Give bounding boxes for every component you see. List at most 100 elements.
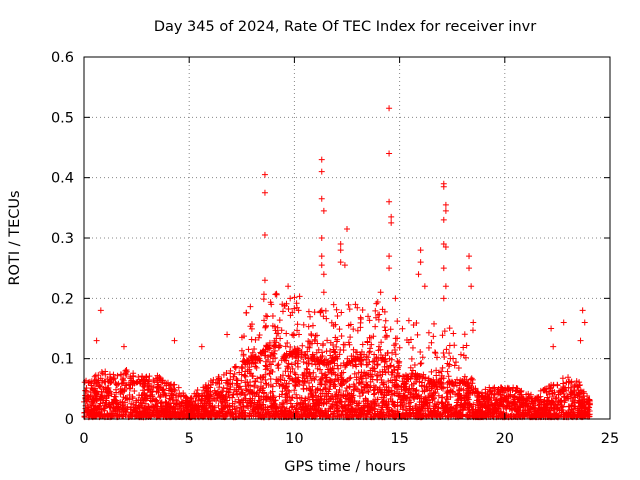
data-point (348, 405, 355, 412)
data-point (531, 408, 538, 415)
data-point (120, 343, 127, 350)
data-point (359, 341, 366, 348)
data-point (520, 409, 527, 416)
data-point (394, 318, 401, 325)
data-point (88, 380, 95, 387)
data-point (256, 398, 263, 405)
data-point (406, 411, 413, 418)
data-point (336, 326, 343, 333)
data-point (149, 393, 156, 400)
x-tick-label: 15 (390, 431, 408, 447)
data-point (220, 394, 227, 401)
data-point (241, 391, 248, 398)
data-point (363, 357, 370, 364)
data-point (333, 306, 340, 313)
data-point (254, 375, 261, 382)
data-point (117, 399, 124, 406)
data-point (261, 390, 268, 397)
data-point (452, 359, 459, 366)
data-point (543, 397, 550, 404)
data-point (318, 195, 325, 202)
data-point (283, 390, 290, 397)
data-point (427, 379, 434, 386)
data-point (224, 380, 231, 387)
data-point (441, 328, 448, 335)
data-point (357, 324, 364, 331)
data-point (119, 413, 126, 420)
data-point (365, 313, 372, 320)
data-point (439, 400, 446, 407)
data-point (154, 379, 161, 386)
data-point (468, 283, 475, 290)
data-point (289, 309, 296, 316)
data-point (104, 384, 111, 391)
data-point (159, 407, 166, 414)
data-point (474, 402, 481, 409)
data-point (174, 410, 181, 417)
data-point (131, 387, 138, 394)
data-point (381, 324, 388, 331)
data-point (285, 364, 292, 371)
data-point (435, 399, 442, 406)
data-point (311, 309, 318, 316)
data-point (440, 183, 447, 190)
data-point (399, 406, 406, 413)
data-point (473, 397, 480, 404)
data-point (560, 390, 567, 397)
data-point (450, 330, 457, 337)
data-point (310, 369, 317, 376)
data-point (332, 398, 339, 405)
data-point (405, 386, 412, 393)
data-point (410, 322, 417, 329)
data-point (291, 387, 298, 394)
data-point (364, 398, 371, 405)
data-point (269, 313, 276, 320)
data-point (383, 392, 390, 399)
data-point (153, 412, 160, 419)
data-point (93, 337, 100, 344)
data-point (497, 409, 504, 416)
data-point (270, 343, 277, 350)
data-point (490, 394, 497, 401)
data-point (367, 378, 374, 385)
data-point (320, 401, 327, 408)
data-point (399, 325, 406, 332)
data-point (484, 409, 491, 416)
data-point (463, 342, 470, 349)
data-point (380, 409, 387, 416)
data-point (288, 404, 295, 411)
data-point (389, 413, 396, 420)
y-tick-label: 0 (65, 412, 74, 428)
data-point (211, 387, 218, 394)
data-point (231, 386, 238, 393)
data-point (577, 337, 584, 344)
data-point (263, 363, 270, 370)
data-point (459, 412, 466, 419)
data-point (276, 393, 283, 400)
data-point (216, 392, 223, 399)
data-point (111, 396, 118, 403)
data-point (344, 408, 351, 415)
data-point (124, 406, 131, 413)
data-point (287, 295, 294, 302)
data-point (525, 394, 532, 401)
data-point (488, 400, 495, 407)
data-point (565, 374, 572, 381)
data-point (502, 397, 509, 404)
data-point (324, 337, 331, 344)
data-point (358, 387, 365, 394)
data-point (509, 387, 516, 394)
data-point (173, 392, 180, 399)
data-point (310, 354, 317, 361)
data-point (324, 366, 331, 373)
data-point (279, 382, 286, 389)
data-point (187, 395, 194, 402)
data-point (101, 393, 108, 400)
data-point (318, 235, 325, 241)
data-point (532, 402, 539, 409)
data-point (540, 403, 547, 410)
data-point (284, 339, 291, 346)
data-point (246, 410, 253, 417)
data-point (86, 412, 93, 419)
